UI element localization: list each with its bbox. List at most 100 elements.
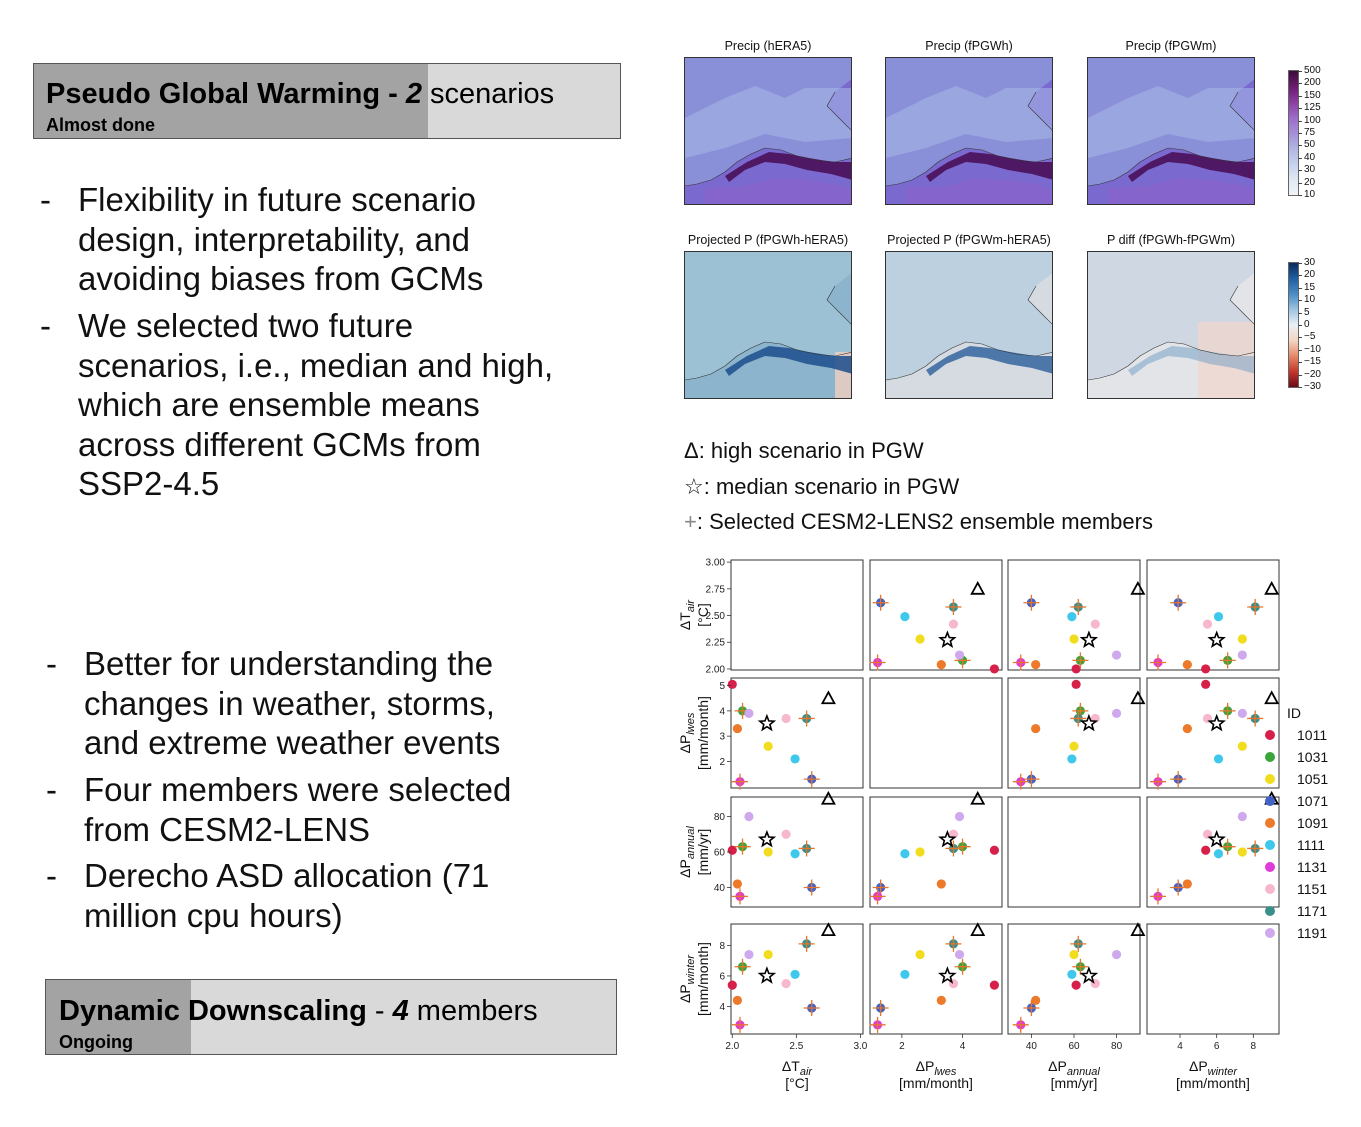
- member-point: [872, 891, 883, 901]
- selected-member-cross: [869, 1016, 886, 1033]
- colorbar-tick-label: 50: [1304, 139, 1316, 151]
- bullet-line: million cpu hours): [84, 896, 343, 934]
- y-axis-label-sub: annual: [685, 826, 697, 860]
- x-axis-label-sub: air: [800, 1066, 814, 1078]
- member-point: [1237, 650, 1247, 660]
- colorbar-tick-label: 30: [1304, 164, 1316, 176]
- x-axis-unit: [mm/month]: [1176, 1075, 1250, 1091]
- colorbar-tick-mark: [1298, 133, 1302, 134]
- map-panel: [684, 57, 852, 205]
- colorbar-tick-label: 100: [1304, 114, 1321, 126]
- colorbar-tick-mark: [1298, 387, 1302, 388]
- panel-frame: [1146, 796, 1280, 908]
- dd-banner-rest: members: [408, 995, 538, 1027]
- median-scenario-mark: [1207, 630, 1226, 649]
- colorbar-tick-label: 20: [1304, 176, 1316, 188]
- bullet-line: from CESM2-LENS: [84, 810, 371, 848]
- selected-member-cross: [1219, 702, 1236, 719]
- selected-member-cross: [798, 840, 815, 857]
- pgw-banner-title: Pseudo Global Warming -: [46, 78, 406, 110]
- colorbar-tick-label: −30: [1304, 381, 1321, 392]
- colorbar-tick-label: 75: [1304, 127, 1316, 138]
- member-point: [1071, 664, 1081, 674]
- selected-member-cross: [731, 1016, 748, 1033]
- y-axis-label: ΔPannual: [677, 826, 697, 878]
- x-tick-label: 80: [1111, 1041, 1123, 1052]
- x-axis-label-sub: winter: [1208, 1066, 1239, 1078]
- panel-frame: [869, 923, 1003, 1035]
- map-title: Precip (fPGWh): [925, 39, 1013, 53]
- colorbar-tick-mark: [1298, 182, 1302, 184]
- selected-member-cross: [1012, 1016, 1029, 1033]
- colorbar-tick-label: −20: [1304, 368, 1321, 380]
- bullet-dash: -: [46, 857, 57, 894]
- member-point: [1069, 634, 1079, 644]
- y-tick-label: 2.50: [706, 611, 726, 622]
- median-scenario-mark: [1079, 713, 1099, 732]
- member-point: [900, 969, 910, 980]
- member-point: [1237, 741, 1247, 751]
- member-point: [737, 962, 748, 972]
- dd-banner-number: 4: [392, 995, 409, 1027]
- high-scenario-mark: [970, 790, 986, 805]
- colorbar-tick-label: 30: [1304, 257, 1316, 268]
- id-legend-marker: [1265, 774, 1275, 784]
- member-point: [727, 679, 737, 689]
- high-scenario-mark: [970, 922, 986, 937]
- colorbar-tick-mark: [1298, 120, 1302, 122]
- dd-banner: Dynamic Downscaling - 4 members Ongoing: [45, 979, 617, 1055]
- member-point: [915, 949, 925, 960]
- member-point: [900, 849, 910, 859]
- map-panel: [885, 57, 1053, 205]
- panel-frame: [1007, 677, 1141, 789]
- legend-entry: +: Selected CESM2-LENS2 ensemble members: [684, 509, 1153, 535]
- id-legend-label: 1031: [1297, 749, 1328, 765]
- member-point: [802, 939, 812, 949]
- y-tick-label: 2.75: [706, 584, 726, 595]
- id-legend-marker: [1265, 862, 1275, 872]
- member-point: [1173, 774, 1183, 784]
- panel-frame: [730, 677, 864, 789]
- member-point: [1182, 723, 1192, 734]
- high-scenario-mark: [970, 580, 986, 595]
- member-point: [1016, 1020, 1026, 1030]
- pair-panel: [727, 790, 864, 908]
- member-point: [936, 660, 946, 670]
- selected-member-cross: [734, 958, 751, 975]
- colorbar-tick-mark: [1298, 374, 1302, 376]
- member-point: [1182, 660, 1192, 670]
- member-point: [936, 879, 946, 889]
- member-point: [1223, 842, 1233, 852]
- member-point: [1182, 879, 1192, 889]
- member-point: [1031, 660, 1041, 670]
- member-point: [781, 978, 791, 989]
- map-title: Precip (fPGWm): [1125, 39, 1217, 53]
- colorbar-tick-label: 40: [1304, 151, 1316, 163]
- map-title: P diff (fPGWh-fPGWm): [1106, 233, 1236, 247]
- member-point: [1073, 602, 1083, 612]
- y-tick-label: 6: [719, 971, 725, 982]
- y-tick-label: 2.00: [706, 664, 726, 675]
- member-point: [1016, 657, 1026, 668]
- x-tick-label: 6: [1214, 1041, 1220, 1052]
- bullet-dash: -: [40, 307, 51, 344]
- colorbar-tick-mark: [1298, 337, 1302, 339]
- colorbar-tick-label: 200: [1304, 77, 1321, 89]
- panel-frame: [1007, 923, 1141, 1035]
- y-axis-label-base: ΔP: [677, 984, 693, 1003]
- y-tick-label: 2.25: [706, 638, 726, 649]
- bullet-dash: -: [46, 771, 57, 808]
- id-legend-marker: [1265, 884, 1275, 894]
- id-legend-label: 1151: [1297, 881, 1327, 897]
- colorbar-tick-mark: [1298, 95, 1302, 97]
- colorbar-tick-mark: [1298, 349, 1302, 351]
- colorbar-tick-label: 0: [1304, 319, 1310, 330]
- selected-member-cross: [803, 879, 820, 896]
- x-axis-label-sub: lwes: [934, 1066, 957, 1078]
- legend-text: : Selected CESM2-LENS2 ensemble members: [696, 509, 1153, 534]
- member-point: [1026, 598, 1037, 608]
- id-legend-label: 1111: [1297, 837, 1325, 853]
- pair-panel: [730, 559, 864, 671]
- median-scenario-mark: [757, 713, 777, 732]
- y-tick-label: 5: [719, 681, 725, 692]
